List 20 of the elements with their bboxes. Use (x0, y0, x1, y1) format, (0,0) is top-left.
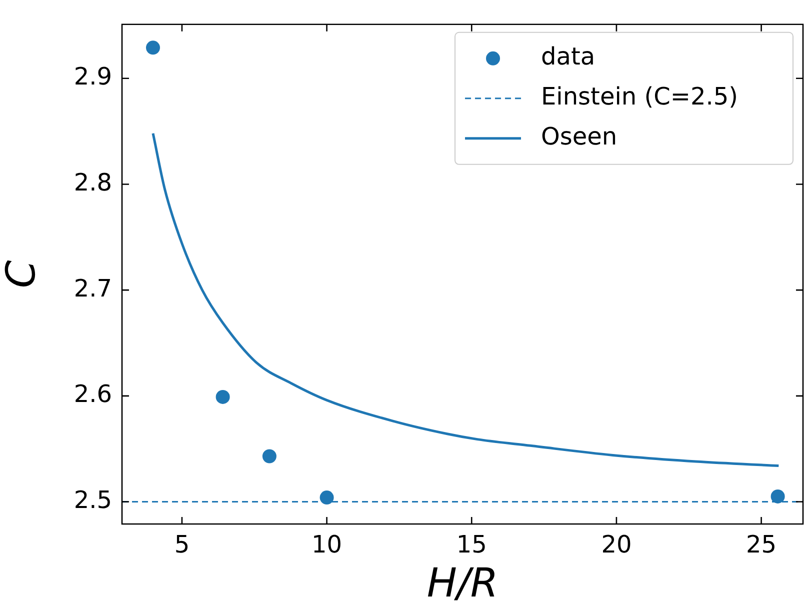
y-tick-label: 2.7 (74, 274, 112, 302)
x-tick-label: 25 (746, 530, 777, 559)
x-tick-label: 15 (456, 530, 487, 559)
point (262, 449, 276, 464)
legend-label: data (541, 42, 596, 71)
y-tick-label: 2.6 (74, 380, 112, 408)
point (146, 40, 160, 55)
legend-label: Einstein (C=2.5) (541, 82, 738, 111)
y-tick-label: 2.8 (74, 168, 112, 196)
x-tick-label: 20 (601, 530, 632, 559)
x-axis-title: H/R (426, 560, 498, 606)
x-tick-label: 10 (312, 530, 342, 559)
x-tick-label: 5 (174, 530, 190, 559)
point (320, 490, 334, 505)
point (216, 390, 230, 404)
y-tick-label: 2.9 (74, 62, 112, 91)
y-axis-title: C (0, 260, 44, 288)
legend-label: Oseen (541, 122, 618, 151)
y-tick-label: 2.5 (74, 486, 112, 514)
point (770, 489, 785, 504)
